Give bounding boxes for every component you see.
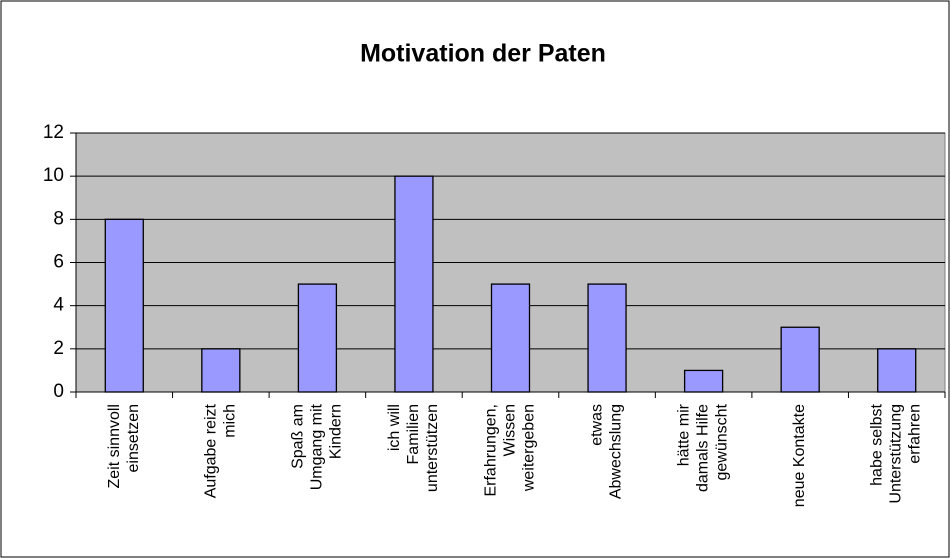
y-tick-label: 8	[53, 208, 64, 229]
x-tick-label: Spaß am Umgang mit Kindern	[290, 403, 345, 490]
x-tick-label: Aufgabe reizt mich	[203, 403, 239, 498]
x-tick-label: habe selbst Unterstützung erfahren	[869, 403, 924, 503]
bar	[780, 326, 820, 393]
x-tick-label: Erfahrungen, Wissen weitergeben	[483, 404, 538, 497]
bar	[490, 283, 531, 393]
y-tick-label: 4	[53, 295, 64, 316]
chart-title: Motivation der Paten	[360, 40, 606, 68]
x-tick-label: Zeit sinnvoll einsetzen	[106, 404, 142, 488]
bar	[201, 348, 241, 393]
bar	[683, 369, 724, 393]
bar	[297, 283, 338, 393]
y-tick-label: 12	[43, 122, 64, 143]
x-tick-label: ich will Familien unterstützen	[386, 404, 441, 492]
bar	[394, 175, 434, 393]
x-tick-label: neue Kontakte	[791, 404, 808, 507]
x-tick-label: hätte mir damals Hilfe gewünscht	[676, 403, 731, 492]
y-tick-label: 2	[53, 338, 64, 359]
y-tick-label: 0	[53, 381, 64, 402]
x-tick-label: etwas Abwechslung	[589, 404, 625, 499]
y-tick-label: 10	[43, 165, 64, 186]
bar	[587, 283, 627, 393]
bar	[877, 348, 917, 393]
bar	[104, 218, 144, 393]
y-tick-label: 6	[53, 252, 64, 273]
